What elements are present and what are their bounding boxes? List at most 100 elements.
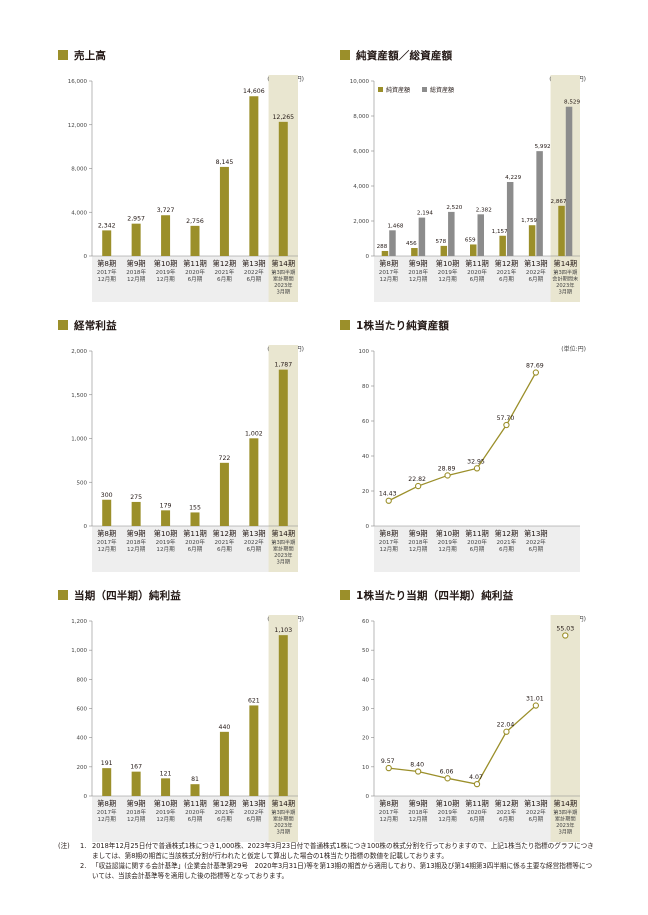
title-marker-icon [340,590,350,600]
y-tick-label: 0 [84,524,88,530]
y-tick-label: 4,000 [353,184,369,190]
x-category-label: 第9期 [127,259,146,268]
x-category-label: 第14期 [272,259,296,268]
x-category-month: 12月期 [156,546,175,553]
y-tick-label: 1,000 [71,437,87,443]
data-label: 8,145 [216,159,234,166]
data-label: 621 [248,697,260,704]
x-category-label: 第10期 [154,529,178,538]
data-label: 31.01 [526,696,544,703]
x-category-sub: 2023年 [274,281,292,289]
x-category-month: 6月期 [470,546,485,553]
category-band [374,796,580,842]
bar [190,225,200,256]
y-tick-label: 2,000 [71,349,87,355]
bar [131,771,141,796]
bar-total-assets [389,230,396,256]
x-category-label: 第13期 [524,799,548,808]
x-category-month: 6月期 [246,816,261,823]
x-category-month: 12月期 [127,816,146,823]
category-band [374,526,580,572]
x-category-label: 第10期 [436,529,460,538]
data-label: 1,002 [245,430,263,437]
category-band [92,526,298,572]
y-tick-label: 20 [362,489,369,495]
bar-net-assets [470,244,477,256]
bar-total-assets [418,217,426,256]
assets-chart-title: 純資産額／総資産額 [340,48,452,62]
assets-bar-chart: 02,0004,0006,0008,00010,000第8期2017年12月期第… [350,75,580,302]
x-category-month: 6月期 [217,546,232,553]
x-category-label: 第11期 [183,259,207,268]
x-category-month: 12月期 [409,816,428,823]
data-label: 300 [101,492,113,499]
x-category-label: 第9期 [409,259,428,268]
data-label: 722 [219,455,231,462]
x-category-sub: 2023年 [556,821,574,829]
x-category-year: 2019年 [438,538,458,546]
x-category-label: 第13期 [524,529,548,538]
data-label: 8,529 [564,100,580,106]
x-category-sub: 会計期間末 [552,275,579,283]
data-label: 4,229 [505,175,521,181]
bar [249,705,259,796]
data-label: 1,759 [521,218,537,224]
x-category-label: 第8期 [379,529,398,538]
eps-chart-panel: 1株当たり当期（四半期）純利益 (単位:円) 0102030405060第8期2… [340,588,590,842]
footnote-num: 1. [80,842,87,850]
x-category-sub: 3月期 [558,829,572,836]
data-label: 456 [406,241,417,247]
data-label: 2,194 [417,211,433,217]
line-point [444,775,451,782]
x-category-year: 2018年 [408,808,428,816]
x-category-year: 2021年 [215,268,235,276]
line-point [414,768,422,775]
x-category-sub: 3月期 [276,289,290,296]
x-category-label: 第12期 [213,259,237,268]
x-category-label: 第10期 [154,259,178,268]
bar [278,369,288,526]
line-point [532,369,540,376]
y-tick-label: 2,000 [353,219,369,225]
x-category-month: 12月期 [156,276,175,283]
line-point [414,482,422,490]
data-label: 2,382 [476,207,492,213]
bar-net-assets [411,248,418,256]
assets-chart-panel: 純資産額／総資産額 (単位:百万円) 02,0004,0006,0008,000… [340,48,590,302]
y-tick-label: 8,000 [71,167,87,173]
x-category-label: 第13期 [242,799,266,808]
y-tick-label: 100 [359,349,370,355]
x-category-label: 第8期 [379,259,398,268]
data-label: 55.03 [556,625,574,632]
x-category-label: 第8期 [379,799,398,808]
x-category-label: 第12期 [213,799,237,808]
x-category-label: 第11期 [465,799,489,808]
bar [161,510,171,526]
bar-total-assets [536,151,543,256]
bar [219,462,229,526]
x-category-month: 12月期 [409,546,428,553]
x-category-month: 12月期 [98,546,117,553]
bar-total-assets [448,211,455,256]
line-point-period14 [562,632,569,639]
y-tick-label: 0 [366,794,370,800]
x-category-month: 6月期 [528,546,543,553]
bar-net-assets [440,245,448,256]
x-category-sub: 累計期間 [273,275,294,283]
data-label: 2,867 [551,199,567,205]
x-category-label: 第8期 [97,259,116,268]
y-tick-label: 10 [362,765,369,771]
footnotes: (注) 1. 2018年12月25日付で普通株式1株につき1,000株、2023… [58,841,598,881]
x-category-sub: 累計期間 [273,545,294,553]
data-label: 6.06 [440,768,454,775]
x-category-month: 12月期 [98,816,117,823]
bar [190,784,200,796]
data-label: 155 [189,504,201,511]
data-label: 4.07 [469,774,483,781]
x-category-year: 2019年 [156,808,176,816]
x-category-label: 第10期 [154,799,178,808]
x-category-label: 第13期 [524,259,548,268]
x-category-month: 12月期 [409,276,428,283]
bar-net-assets [381,250,389,256]
bps-chart-title: 1株当たり純資産額 [340,318,449,332]
